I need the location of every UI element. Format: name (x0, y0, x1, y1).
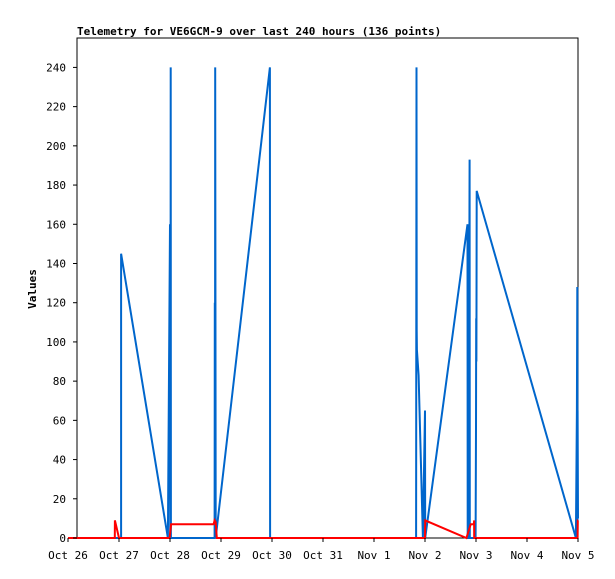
series-layer (68, 67, 579, 540)
x-tick-label: Nov 5 (561, 549, 594, 562)
plot-area (76, 37, 579, 539)
y-axis-title: Values (26, 269, 39, 309)
series-line-2 (68, 517, 579, 540)
y-tick-label: 160 (46, 218, 66, 231)
y-axis: 0 20 40 60 80 100 120 140 160 180 200 220 240 (46, 61, 77, 545)
x-tick-label: Oct 31 (303, 549, 343, 562)
y-tick-label: 80 (53, 375, 66, 388)
y-tick-label: 40 (53, 454, 66, 467)
x-tick-label: Oct 30 (252, 549, 292, 562)
x-axis: Oct 26 Oct 27 Oct 28 Oct 29 Oct 30 Oct 31 Nov … (48, 538, 595, 562)
y-tick-label: 180 (46, 179, 66, 192)
y-tick-label: 120 (46, 297, 66, 310)
y-tick-label: 220 (46, 101, 66, 114)
x-tick-label: Nov 1 (357, 549, 390, 562)
x-tick-label: Oct 27 (99, 549, 139, 562)
y-tick-label: 0 (59, 532, 66, 545)
x-tick-label: Oct 28 (150, 549, 190, 562)
y-tick-label: 100 (46, 336, 66, 349)
y-tick-label: 20 (53, 493, 66, 506)
x-tick-label: Nov 2 (408, 549, 441, 562)
y-tick-label: 60 (53, 414, 66, 427)
y-tick-label: 200 (46, 140, 66, 153)
x-tick-label: Oct 29 (201, 549, 241, 562)
x-tick-label: Nov 4 (510, 549, 543, 562)
y-tick-label: 240 (46, 61, 66, 74)
x-tick-label: Nov 3 (459, 549, 492, 562)
y-tick-label: 140 (46, 257, 66, 270)
x-tick-label: Oct 26 (48, 549, 88, 562)
chart-title: Telemetry for VE6GCM-9 over last 240 hou… (77, 25, 441, 38)
series-line-1 (68, 67, 579, 539)
